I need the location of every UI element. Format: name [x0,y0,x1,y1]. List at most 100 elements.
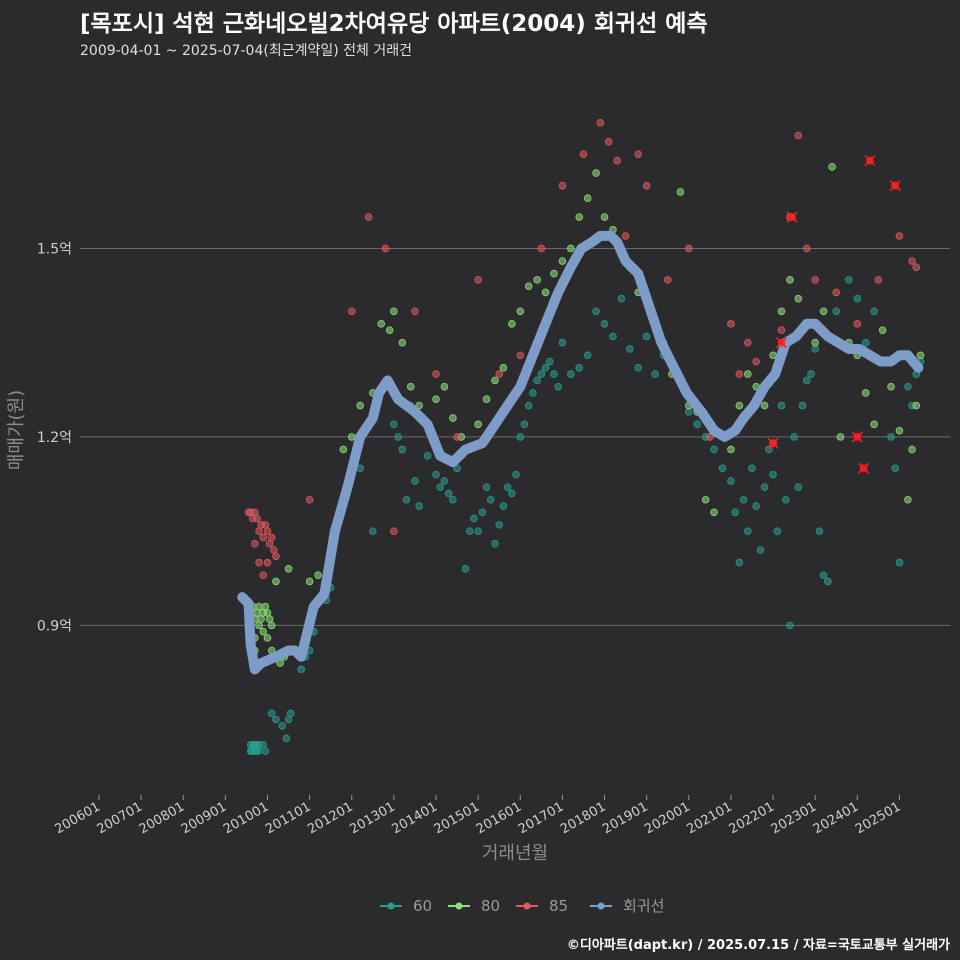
point-80 [449,414,457,422]
x-tick-label: 201801 [558,799,608,837]
point-60 [436,483,445,491]
point-85 [251,539,259,548]
point-80 [339,445,348,454]
point-85 [270,546,278,554]
point-60 [398,445,407,454]
point-60 [891,464,900,473]
point-80 [887,382,895,391]
footer-credit: ©디아파트(dapt.kr) / 2025.07.15 / 자료=국토교통부 실… [566,938,950,953]
point-60 [491,539,499,548]
point-60 [781,495,790,504]
point-80 [263,634,272,642]
point-60 [529,389,537,397]
point-85 [895,232,904,240]
point-60 [634,364,643,372]
point-60 [756,546,765,554]
point-80 [777,307,786,316]
point-85 [642,181,651,190]
highlighted-point [775,337,788,349]
point-60 [567,370,575,378]
point-60 [718,464,727,473]
point-80 [305,577,314,586]
point-60 [508,489,516,498]
chart-subtitle: 2009-04-01 ~ 2025-07-04(최근계약일) 전체 거래건 [80,43,412,59]
point-60 [617,294,626,303]
point-80 [895,426,904,435]
point-80 [265,615,274,623]
point-60 [369,527,377,535]
x-tick-label: 201301 [347,799,397,837]
point-60 [748,464,756,473]
point-85 [516,351,525,360]
point-60 [870,307,878,316]
point-85 [305,495,314,504]
point-80 [257,615,265,623]
point-60 [642,332,651,341]
point-80 [567,244,575,253]
legend-item-60: 60 [380,897,432,915]
point-60 [798,401,807,410]
point-60 [802,376,811,385]
point-60 [252,747,261,755]
x-tick-label: 201701 [516,799,566,837]
point-60 [807,370,815,378]
point-85 [347,307,356,316]
legend-item-80: 80 [448,897,500,915]
y-tick-label: 1.2억 [37,430,72,446]
point-80 [347,433,356,441]
highlighted-point [858,462,870,474]
point-80 [870,420,878,429]
point-80 [516,307,525,316]
point-60 [541,364,550,372]
point-60 [390,420,398,429]
point-80 [904,495,912,504]
point-85 [265,539,274,548]
point-85 [912,263,921,272]
x-axis-title: 거래년월 [482,843,548,864]
point-80 [255,602,263,611]
point-60 [815,527,824,535]
point-80 [760,401,769,410]
point-85 [259,533,268,542]
point-60 [558,338,567,347]
point-85 [613,156,621,165]
point-85 [794,131,803,140]
point-60 [693,420,702,429]
point-85 [604,137,613,146]
point-85 [381,244,390,253]
chart-title: [목포시] 석현 근화네오빌2차여유당 아파트(2004) 회귀선 예측 [80,11,708,37]
point-60 [739,495,748,504]
point-80 [735,401,744,410]
highlighted-point [889,180,901,192]
point-80 [878,326,887,334]
x-tick-label: 201101 [263,799,313,837]
point-60 [461,565,470,573]
point-85 [453,433,461,441]
point-60 [651,370,659,378]
point-60 [609,332,617,341]
point-60 [512,470,520,479]
point-80 [482,395,491,404]
point-85 [706,433,714,441]
x-tick-label: 201501 [432,799,482,837]
point-80 [385,326,394,334]
point-85 [752,357,760,366]
point-80 [533,276,541,284]
point-60 [845,276,853,284]
point-60 [731,508,739,517]
legend-label: 80 [481,897,500,915]
legend-swatch-dot [523,902,531,910]
point-60 [861,338,870,347]
point-60 [524,401,533,410]
point-85 [259,571,268,579]
point-80 [356,401,364,410]
point-85 [537,244,546,253]
point-80 [916,351,925,360]
legend-swatch-dot [387,902,395,910]
point-80 [600,213,609,221]
point-60 [819,571,828,579]
legend-label: 회귀선 [623,897,664,915]
point-60 [402,495,411,504]
point-60 [259,740,268,749]
point-60 [626,345,634,353]
